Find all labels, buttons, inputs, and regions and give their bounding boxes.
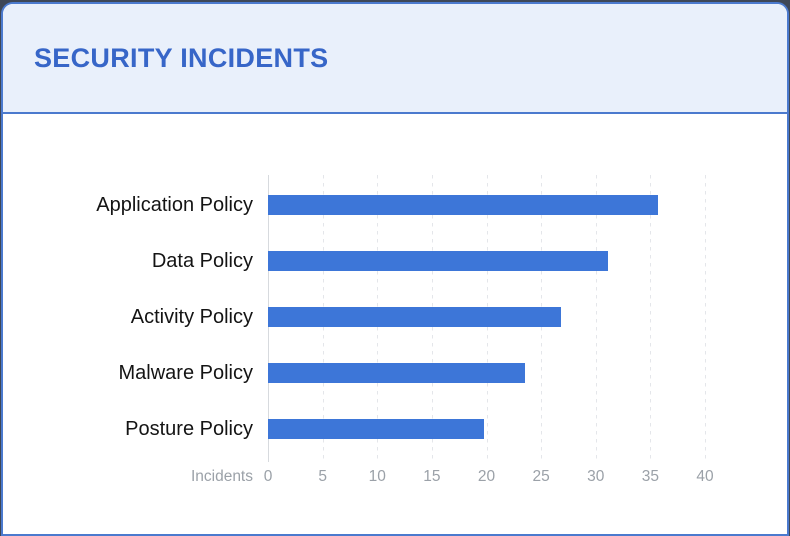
bar-chart: Application Policy Data Policy Activity Po…: [3, 116, 787, 534]
x-tick-label: 10: [368, 468, 386, 485]
widget-header: SECURITY INCIDENTS: [3, 4, 787, 114]
bar: [268, 251, 608, 271]
category-label: Malware Policy: [118, 361, 253, 384]
x-tick-label: 30: [587, 468, 605, 485]
x-tick-label: 0: [263, 468, 273, 485]
x-tick-label: 5: [318, 468, 327, 485]
bar: [268, 419, 485, 439]
bar: [268, 307, 561, 327]
x-tick-label: 35: [641, 468, 659, 485]
x-tick-label: 20: [477, 468, 496, 485]
bar: [268, 363, 525, 383]
category-label: Data Policy: [151, 249, 253, 272]
category-label: Activity Policy: [130, 305, 253, 328]
gridline: [705, 175, 706, 462]
gridline: [650, 175, 652, 462]
widget-title: SECURITY INCIDENTS: [34, 42, 329, 73]
bar: [268, 195, 659, 215]
x-tick-label: 25: [532, 468, 550, 485]
category-label: Application Policy: [96, 193, 253, 216]
x-tick-label: 15: [423, 468, 441, 485]
x-axis-title: Incidents: [190, 468, 253, 485]
x-tick-label: 40: [696, 468, 714, 485]
gridline: [595, 175, 597, 462]
category-label: Posture Policy: [125, 417, 253, 440]
